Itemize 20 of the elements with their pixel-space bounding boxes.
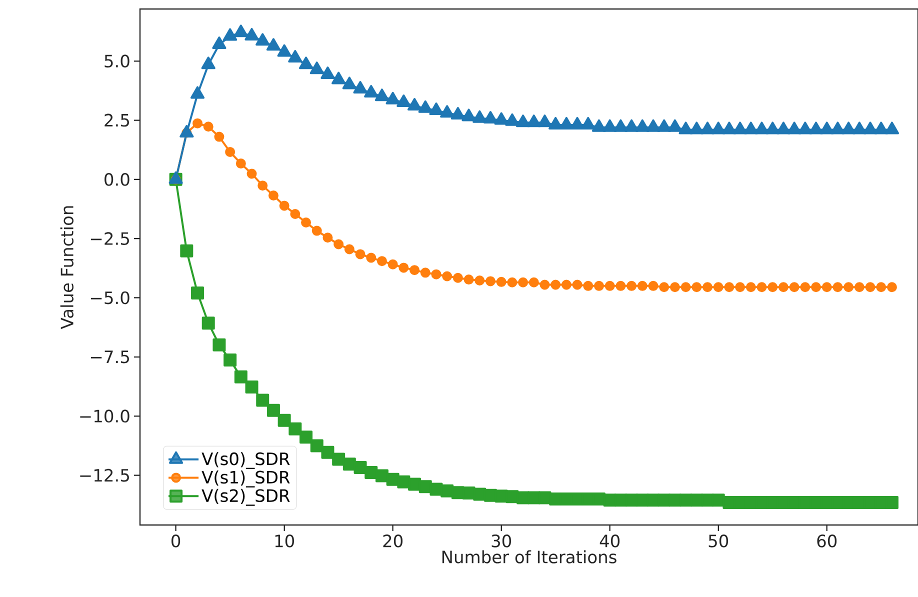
- legend-label: V(s0)_SDR: [202, 452, 290, 470]
- y-tick-label: 2.5: [104, 114, 129, 127]
- y-tick-label: −5.0: [90, 291, 130, 304]
- y-tick-label: 0.0: [104, 172, 130, 186]
- y-tick-label: 5.0: [104, 54, 130, 68]
- x-tick-label: 0: [172, 534, 180, 548]
- legend-label: V(s1)_SDR: [202, 470, 290, 488]
- x-tick-label: 10: [275, 534, 294, 548]
- y-tick-label: −7.5: [90, 350, 129, 364]
- x-axis-title: Number of Iterations: [442, 550, 616, 564]
- x-tick-label: 40: [600, 534, 620, 548]
- x-tick-label: 50: [708, 534, 728, 548]
- x-tick-label: 20: [383, 534, 403, 548]
- y-tick-label: −12.5: [80, 468, 129, 482]
- x-tick-label: 30: [492, 534, 512, 548]
- x-tick-label: 60: [817, 534, 837, 548]
- legend-label: V(s2)_SDR: [202, 488, 290, 506]
- y-axis-title: Value Function: [60, 206, 74, 330]
- y-tick-label: −10.0: [80, 410, 130, 423]
- y-tick-label: −2.5: [90, 232, 129, 246]
